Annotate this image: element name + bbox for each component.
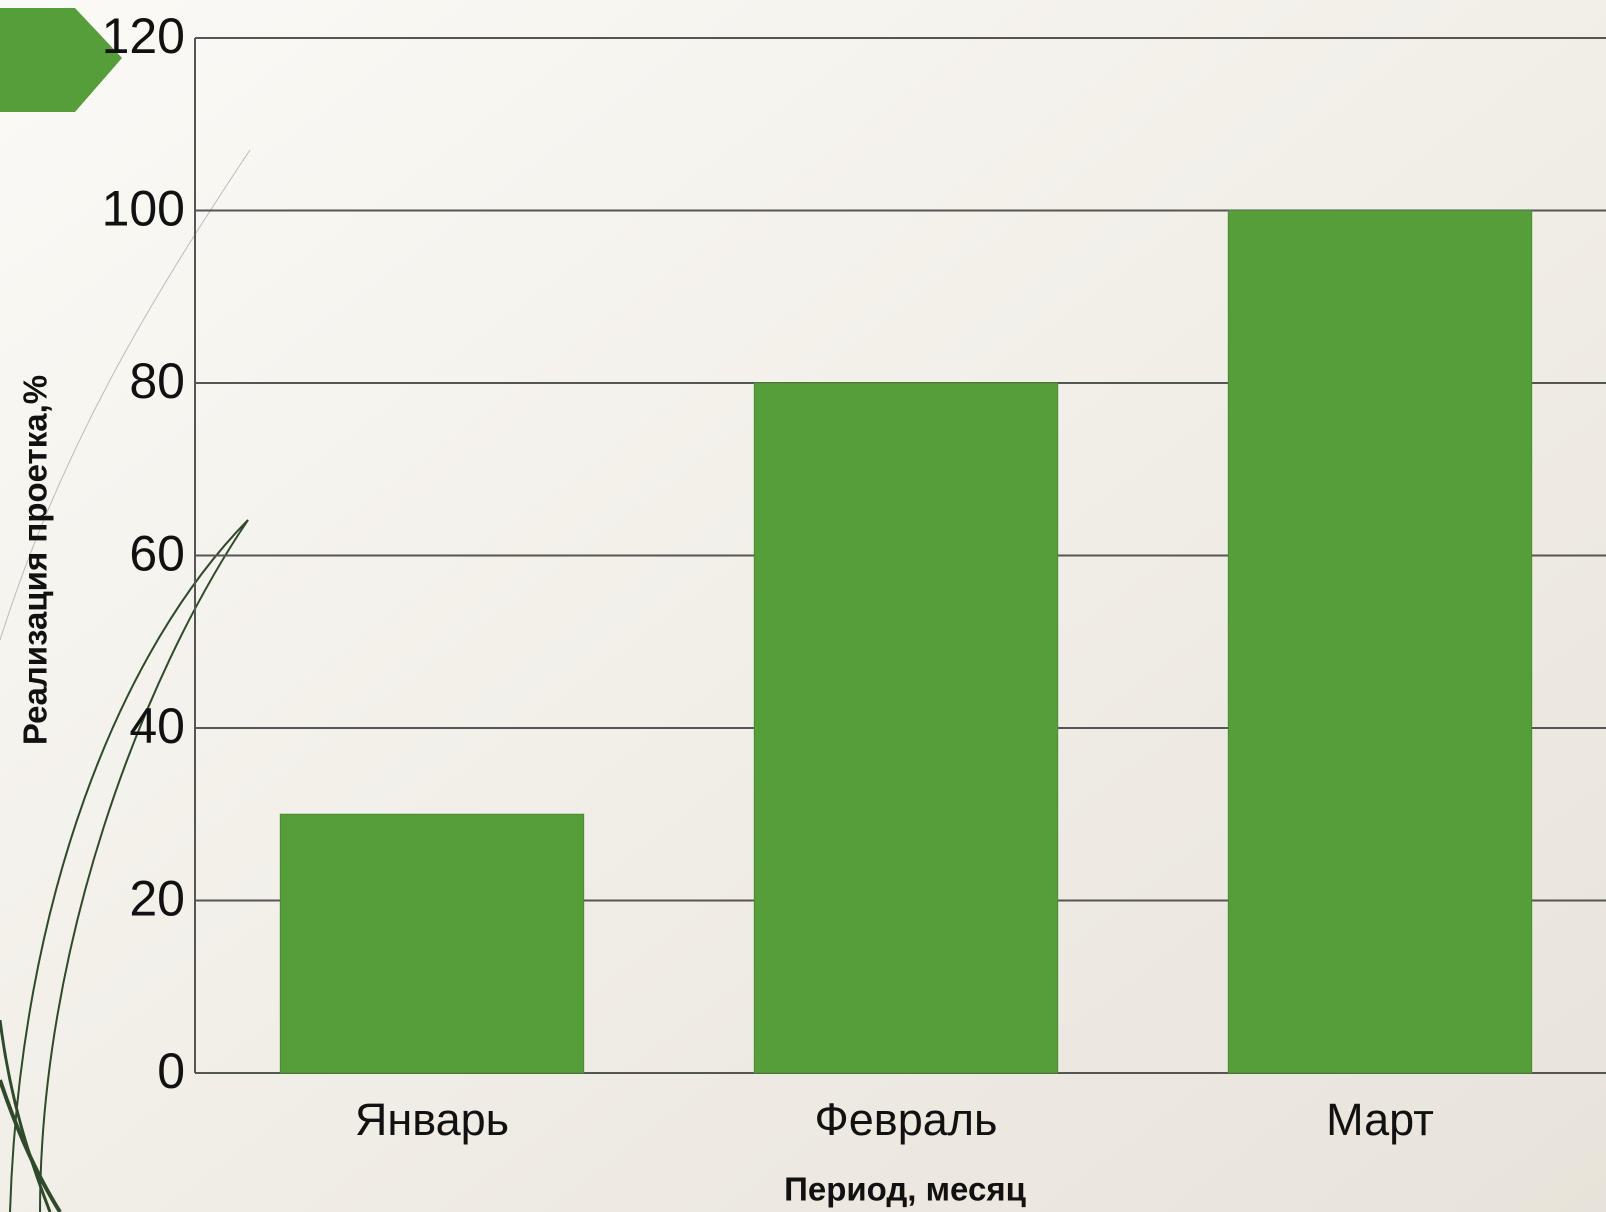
x-tick-label: Март bbox=[1326, 1094, 1434, 1145]
y-tick-label: 40 bbox=[129, 698, 185, 754]
y-tick-label: 60 bbox=[129, 526, 185, 582]
y-tick-label: 0 bbox=[157, 1043, 185, 1099]
x-tick-label: Январь bbox=[355, 1094, 509, 1145]
y-axis-title: Реализация проетка,% bbox=[17, 375, 54, 745]
bar bbox=[1227, 210, 1533, 1074]
x-tick-label: Февраль bbox=[815, 1094, 998, 1145]
bar bbox=[279, 813, 585, 1074]
y-tick-label: 20 bbox=[129, 871, 185, 927]
y-tick-label: 120 bbox=[102, 8, 185, 64]
y-tick-label: 100 bbox=[102, 181, 185, 237]
bar bbox=[753, 382, 1059, 1074]
decor-tab bbox=[0, 8, 122, 112]
y-tick-label: 80 bbox=[129, 353, 185, 409]
x-axis-title: Период, месяц bbox=[784, 1171, 1026, 1208]
